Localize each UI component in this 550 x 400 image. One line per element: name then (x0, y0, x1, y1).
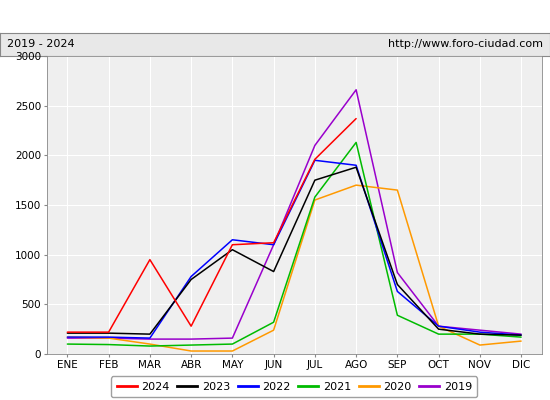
Text: 2019 - 2024: 2019 - 2024 (7, 39, 74, 49)
Legend: 2024, 2023, 2022, 2021, 2020, 2019: 2024, 2023, 2022, 2021, 2020, 2019 (111, 376, 477, 398)
Text: Evolucion Nº Turistas Extranjeros en el municipio de Colera: Evolucion Nº Turistas Extranjeros en el … (70, 9, 480, 23)
Text: http://www.foro-ciudad.com: http://www.foro-ciudad.com (388, 39, 543, 49)
